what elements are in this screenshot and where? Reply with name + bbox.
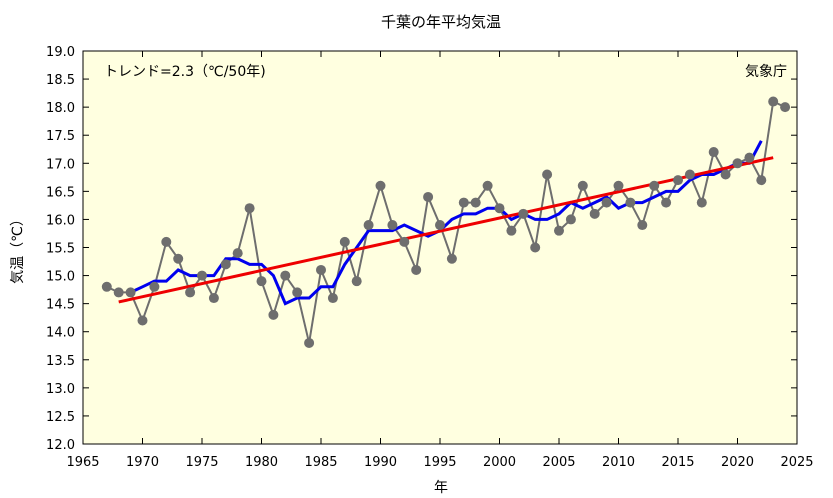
annual-data-point	[280, 270, 291, 281]
series-layer	[101, 96, 791, 348]
annual-data-point	[625, 197, 636, 208]
annual-data-point	[327, 293, 338, 304]
x-tick-label: 2010	[602, 455, 635, 470]
y-tick-label: 17.0	[46, 157, 75, 172]
annual-data-point	[518, 208, 529, 219]
annual-data-point	[720, 169, 731, 180]
annual-data-point	[339, 236, 350, 247]
annual-data-point	[435, 220, 445, 231]
annual-data-point	[684, 169, 695, 180]
x-tick-label: 2015	[661, 455, 694, 470]
annual-data-point	[197, 270, 207, 281]
x-tick-label: 1995	[423, 455, 456, 470]
y-tick-label: 13.5	[46, 354, 75, 369]
annual-data-point	[113, 287, 124, 298]
annual-data-point	[732, 158, 743, 169]
y-tick-label: 19.0	[46, 45, 75, 60]
annual-data-point	[232, 248, 243, 259]
annual-data-point	[101, 281, 112, 292]
annual-data-point	[292, 287, 303, 298]
y-tick-label: 13.0	[46, 382, 75, 397]
annual-data-point	[125, 287, 136, 298]
y-tick-label: 18.0	[46, 101, 75, 116]
y-tick-label: 16.5	[46, 185, 75, 200]
trend-line	[118, 156, 774, 304]
annual-data-point	[661, 197, 672, 208]
annual-data-point	[613, 180, 624, 191]
x-tick-label: 1985	[304, 455, 337, 470]
annual-data-point	[482, 180, 493, 191]
annual-data-point	[565, 214, 576, 225]
y-tick-label: 12.5	[46, 410, 75, 425]
x-tick-label: 1990	[364, 455, 397, 470]
y-tick-label: 16.0	[46, 213, 75, 228]
annual-data-point	[173, 253, 184, 264]
annual-data-point	[256, 276, 267, 287]
moving-average-line	[129, 140, 763, 306]
y-axis: 12.0 12.5 13.0 13.5 14.0 14.5 15.0 15.5 16.0 16.5…	[46, 45, 797, 453]
annual-data-point	[185, 287, 196, 298]
x-tick-label: 1980	[245, 455, 278, 470]
annual-data-point	[399, 236, 410, 247]
annual-data-point	[780, 102, 791, 113]
y-tick-label: 18.5	[46, 73, 75, 88]
annual-data-point	[589, 208, 600, 219]
annual-data-point	[363, 220, 374, 231]
annual-data-point	[494, 203, 505, 214]
chart-title: 千葉の年平均気温	[381, 13, 501, 31]
y-tick-label: 15.5	[46, 242, 75, 257]
annual-data-point	[708, 147, 719, 158]
annual-data-point	[446, 253, 457, 264]
y-tick-label: 14.5	[46, 298, 75, 313]
annual-data-point	[637, 220, 648, 231]
annual-data-point	[696, 197, 707, 208]
plot-frame	[82, 50, 798, 445]
annual-data-point	[506, 225, 517, 236]
annual-data-point	[554, 225, 564, 236]
annual-data-point	[268, 309, 279, 320]
annual-data-point	[756, 175, 767, 186]
annual-data-point	[137, 315, 148, 326]
annual-data-point	[542, 169, 553, 180]
x-tick-label: 2020	[721, 455, 754, 470]
x-tick-label: 2000	[483, 455, 516, 470]
annual-data-point	[673, 175, 683, 186]
annual-data-point	[208, 293, 219, 304]
annual-data-point	[375, 180, 386, 191]
annual-data-point	[304, 337, 315, 348]
annual-data-point	[220, 259, 231, 270]
x-axis-label: 年	[434, 480, 448, 496]
y-axis-label: 気温（℃）	[10, 212, 26, 284]
y-tick-label: 14.0	[46, 326, 75, 341]
annual-data-point	[458, 197, 469, 208]
annual-data-point	[149, 281, 160, 292]
annual-data-point	[530, 242, 541, 253]
annual-data-point	[470, 197, 481, 208]
y-tick-label: 12.0	[46, 438, 75, 453]
y-tick-label: 17.5	[46, 129, 75, 144]
annual-data-point	[601, 197, 612, 208]
annual-data-point	[351, 276, 362, 287]
annual-data-point	[577, 180, 588, 191]
x-tick-label: 1970	[126, 455, 159, 470]
annual-data-point	[768, 96, 779, 107]
x-axis: 1965 1970 1975 1980 1985 1990 1995 2000 2005 2010…	[66, 51, 814, 470]
annual-data-point	[744, 152, 755, 163]
source-label: 気象庁	[745, 64, 787, 80]
annual-data-point	[411, 264, 422, 275]
x-tick-label: 2025	[780, 455, 813, 470]
annual-data-point	[161, 236, 172, 247]
x-tick-label: 1975	[185, 455, 218, 470]
x-tick-label: 2005	[542, 455, 575, 470]
annual-data-point	[244, 203, 255, 214]
y-tick-label: 15.0	[46, 270, 75, 285]
trend-label: トレンド=2.3（℃/50年)	[104, 64, 266, 80]
annual-data-point	[649, 180, 660, 191]
annual-data-point	[387, 220, 398, 231]
plot-area	[83, 51, 797, 444]
annual-data-point	[316, 264, 326, 275]
x-tick-label: 1965	[66, 455, 99, 470]
annual-data-point	[423, 191, 434, 202]
